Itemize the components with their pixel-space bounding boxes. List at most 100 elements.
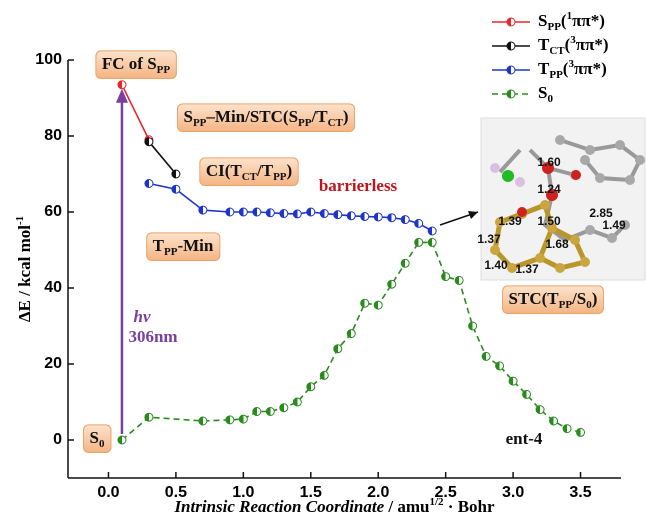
text-part: barrierless	[319, 176, 398, 195]
text-part: -1	[14, 216, 26, 225]
annotation: 306nm	[128, 327, 177, 346]
legend-label: TCT(3ππ*)	[538, 34, 609, 57]
y-axis-label: ΔE / kcal mol-1	[14, 216, 34, 322]
text-part: ΔE / kcal mol	[15, 225, 34, 322]
text-part: S	[538, 83, 547, 102]
text-part: –Min/STC(S	[205, 107, 298, 126]
point	[172, 170, 180, 178]
chart: 1.601.241.391.502.851.491.371.681.401.37…	[0, 0, 646, 518]
point	[334, 211, 342, 219]
bond-length: 1.24	[537, 182, 561, 196]
text-part: PP	[547, 21, 561, 33]
point	[266, 209, 274, 217]
y-tick-label: 40	[44, 279, 62, 296]
legend-marker	[507, 18, 515, 26]
text-part: · Bohr	[444, 497, 495, 516]
point	[455, 276, 463, 284]
text-part: -Min	[177, 236, 213, 255]
bond-length: 1.37	[515, 262, 539, 276]
y-tick-label: 20	[44, 355, 62, 372]
text-part: 0	[99, 438, 105, 450]
text-part: S	[90, 428, 99, 447]
legend-label: S0	[538, 83, 553, 105]
legend-label: SPP(1ππ*)	[538, 10, 605, 33]
point	[226, 416, 234, 424]
text-part: PP	[157, 64, 171, 76]
annotation: TPP-Min	[153, 236, 214, 258]
point	[469, 322, 477, 330]
x-tick-label: 3.0	[502, 484, 524, 501]
bond-length: 1.68	[545, 237, 569, 251]
text-part: T	[153, 236, 165, 255]
point	[334, 345, 342, 353]
text-part: STC(T	[509, 289, 560, 308]
point	[253, 408, 261, 416]
text-part: /T	[256, 161, 274, 180]
text-part: PP	[559, 299, 573, 311]
text-part: / amu	[384, 497, 429, 516]
text-part: CT	[328, 117, 344, 129]
y-tick-label: 0	[53, 431, 62, 448]
text-part: hv	[134, 307, 151, 326]
text-part: 306nm	[128, 327, 177, 346]
text-part: PP	[298, 117, 312, 129]
point	[428, 227, 436, 235]
text-part: PP	[164, 246, 178, 258]
point	[307, 208, 315, 216]
text-part: )	[287, 161, 293, 180]
bond-length: 1.50	[537, 214, 561, 228]
point	[239, 208, 247, 216]
text-part: )	[343, 107, 349, 126]
point	[428, 238, 436, 246]
point	[347, 212, 355, 220]
x-tick-label: 0.0	[97, 484, 119, 501]
text-part: /S	[571, 289, 586, 308]
point	[307, 383, 315, 391]
text-part: S	[183, 107, 192, 126]
point	[442, 273, 450, 281]
bond-length: 1.60	[537, 155, 561, 169]
text-part: /T	[311, 107, 329, 126]
point	[361, 213, 369, 221]
point	[496, 362, 504, 370]
point	[374, 213, 382, 221]
annotation: ent-4	[506, 429, 543, 448]
page: {"chart_data": { "type": "line", "y_labe…	[0, 0, 646, 518]
point	[320, 371, 328, 379]
point	[415, 238, 423, 246]
point	[118, 81, 126, 89]
y-tick-label: 100	[35, 51, 62, 68]
text-part: FC of S	[102, 54, 157, 73]
point	[347, 330, 355, 338]
point	[550, 417, 558, 425]
molecule-inset	[440, 118, 645, 280]
point	[145, 180, 153, 188]
bond-length: 1.40	[484, 258, 508, 272]
point	[293, 210, 301, 218]
series-line	[149, 142, 176, 174]
point	[388, 280, 396, 288]
text-part: PP	[273, 171, 287, 183]
legend-marker	[507, 42, 515, 50]
text-part: ππ*)	[576, 35, 609, 54]
legend-label: TPP(3ππ*)	[538, 58, 607, 81]
text-part: T	[538, 35, 550, 54]
point	[293, 398, 301, 406]
point	[401, 216, 409, 224]
series-line	[122, 85, 149, 140]
text-part: PP	[549, 69, 563, 81]
bond-length: 1.49	[602, 218, 626, 232]
x-tick-label: 3.5	[569, 484, 591, 501]
point	[118, 436, 126, 444]
legend-marker	[507, 66, 515, 74]
point	[172, 185, 180, 193]
point	[266, 408, 274, 416]
text-part: ππ*)	[572, 11, 605, 30]
point	[523, 390, 531, 398]
point	[563, 425, 571, 433]
point	[361, 299, 369, 307]
point	[388, 214, 396, 222]
point	[239, 415, 247, 423]
x-axis-label: Intrinsic Reaction Coordinate / amu1/2 ·…	[173, 496, 495, 516]
text-part: CI(T	[206, 161, 243, 180]
